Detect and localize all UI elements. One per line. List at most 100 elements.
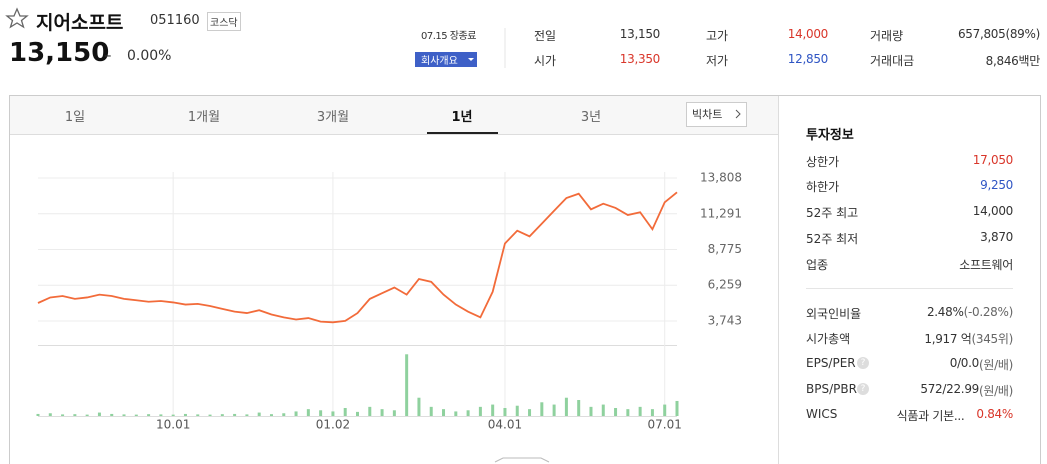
volume-bar: [73, 414, 77, 416]
stat-label: 전일: [534, 29, 557, 43]
market-badge: 코스닥: [207, 12, 241, 31]
y-tick-label: 8,775: [708, 242, 742, 256]
row-value: 17,050: [972, 153, 1014, 167]
volume-bar: [208, 414, 212, 416]
volume-bar: [171, 414, 175, 416]
row-label: 시가총액: [806, 332, 851, 346]
volume-bar: [306, 409, 310, 416]
stat-label: 시가: [534, 54, 557, 68]
volume-bar: [159, 414, 163, 416]
volume-bar: [134, 414, 138, 416]
stat-label: 거래대금: [870, 54, 915, 68]
volume-bar: [48, 413, 52, 416]
tab[interactable]: 1일: [64, 110, 86, 125]
change: –: [104, 46, 112, 64]
volume-bar: [257, 412, 261, 416]
volume-bar: [466, 410, 470, 416]
row-label: 업종: [806, 258, 829, 272]
x-tick-label: 07.01: [648, 418, 682, 432]
volume-bar: [85, 414, 89, 416]
volume-bar: [405, 354, 409, 416]
row-value: 3,870: [980, 230, 1013, 244]
volume-bar: [147, 414, 151, 416]
volume-bar: [319, 410, 323, 416]
x-tick-label: 10.01: [156, 418, 190, 432]
volume-bar: [454, 411, 458, 416]
big-chart-button[interactable]: [686, 102, 747, 127]
volume-bar: [478, 406, 482, 416]
tab[interactable]: 3개월: [316, 110, 350, 125]
stat-value: 14,000: [787, 27, 829, 41]
row-value: 1,917 억: [924, 332, 972, 346]
row-label: 52주 최고: [806, 206, 859, 220]
stat-value: 8,846백만: [985, 54, 1041, 68]
row-note: (원/배): [979, 358, 1013, 372]
volume-bar: [650, 409, 654, 416]
help-icon[interactable]: ?: [857, 383, 869, 395]
volume-bar: [61, 414, 65, 416]
volume-bar: [36, 413, 40, 416]
x-tick-label: 01.02: [316, 418, 350, 432]
volume-bar: [417, 397, 421, 416]
row-value: 9,250: [980, 178, 1013, 192]
volume-bar: [675, 400, 679, 416]
volume-bar: [380, 409, 384, 416]
stock-code: 051160: [150, 13, 200, 28]
stat-value: 657,805(89%): [957, 27, 1040, 41]
volume-bar: [196, 414, 200, 416]
volume-bar: [97, 412, 101, 416]
volume-bar: [638, 406, 642, 416]
row-value: 식품과 기본...: [896, 409, 965, 423]
stat-value: 13,150: [619, 27, 661, 41]
tab[interactable]: 3년: [580, 110, 602, 125]
volume-bar: [356, 411, 359, 416]
favorite-star[interactable]: [5, 7, 29, 29]
caret: [468, 58, 474, 61]
tab[interactable]: 1개월: [187, 110, 221, 125]
volume-bar: [282, 413, 286, 416]
volume-bar: [183, 413, 187, 416]
volume-bar: [515, 405, 519, 416]
row-note: (345위): [971, 332, 1013, 346]
y-tick-label: 6,259: [708, 278, 742, 292]
row-value: 소프트웨어: [959, 258, 1013, 272]
volume-bar: [220, 414, 224, 416]
stat-label: 거래량: [870, 29, 904, 43]
stat-value: 13,350: [619, 52, 661, 66]
row-value: 572/22.99: [920, 382, 979, 396]
row-label: BPS/PBR: [806, 382, 857, 396]
row-label: WICS: [806, 407, 838, 421]
tab[interactable]: 1년: [451, 110, 473, 125]
row-label: 하한가: [806, 180, 840, 194]
volume-bar: [601, 404, 605, 416]
row-value: 2.48%: [926, 305, 964, 319]
help-icon[interactable]: ?: [857, 357, 869, 369]
volume-bar: [491, 404, 495, 416]
company-button[interactable]: [415, 52, 477, 67]
big-chart-label[interactable]: 빅차트: [692, 108, 723, 121]
volume-bar: [564, 397, 568, 416]
volume-bar: [552, 404, 556, 416]
stat-value: 12,850: [787, 52, 829, 66]
price-line: [37, 191, 678, 324]
date: 07.15 장종료: [421, 31, 476, 42]
volume-bar: [233, 413, 237, 416]
resize-handle[interactable]: [494, 457, 550, 463]
tab-bar: [10, 96, 778, 134]
volume-bar: [589, 406, 593, 416]
y-tick-label: 3,743: [708, 313, 742, 327]
volume-bar: [614, 408, 618, 416]
volume-bar: [245, 414, 249, 416]
volume-bar: [626, 409, 630, 416]
volume-bar: [663, 404, 667, 416]
volume-bar: [442, 409, 446, 416]
volume-bar: [110, 413, 114, 416]
volume-bar: [392, 410, 396, 416]
row-label: EPS/PER: [806, 356, 856, 370]
volume-bar: [368, 406, 372, 416]
price: 13,150: [9, 38, 110, 68]
row-note: (원/배): [979, 384, 1013, 398]
company-button-label[interactable]: 회사개요: [421, 56, 458, 67]
